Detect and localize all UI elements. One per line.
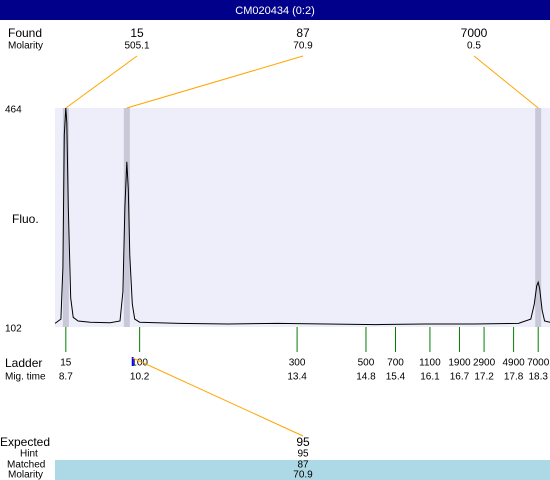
found-size: 87 xyxy=(296,26,310,40)
found-size: 15 xyxy=(130,26,144,40)
expected-label: Expected xyxy=(0,435,50,449)
peak-connector xyxy=(65,55,138,109)
y-tick-label: 464 xyxy=(5,105,22,116)
y-axis-label: Fluo. xyxy=(12,212,39,226)
molarity-label: Molarity xyxy=(8,470,43,480)
ladder-size: 1100 xyxy=(419,358,441,369)
plot-area xyxy=(55,108,550,327)
ladder-time: 18.3 xyxy=(528,372,548,383)
matched-value: 87 xyxy=(297,460,309,471)
ladder-size: 15 xyxy=(60,358,72,369)
expected-value: 95 xyxy=(296,435,310,449)
ladder-time: 10.2 xyxy=(130,372,150,383)
title-bar xyxy=(0,0,550,20)
ladder-size: 1900 xyxy=(448,358,471,369)
ladder-time: 16.1 xyxy=(420,372,440,383)
mig-time-label: Mig. time xyxy=(5,372,46,383)
found-molarity: 70.9 xyxy=(293,41,313,52)
found-label: Found xyxy=(8,26,42,40)
peak-band xyxy=(62,108,69,327)
ladder-time: 13.4 xyxy=(287,372,307,383)
ladder-time: 17.8 xyxy=(504,372,524,383)
hint-label: Hint xyxy=(20,449,38,460)
molarity-label: Molarity xyxy=(8,41,43,52)
ladder-time: 15.4 xyxy=(386,372,406,383)
ladder-size: 100 xyxy=(131,358,148,369)
matched-band xyxy=(55,460,550,480)
peak-connector xyxy=(126,55,304,109)
ladder-time: 16.7 xyxy=(450,372,470,383)
ladder-size: 2900 xyxy=(473,358,496,369)
molarity-value: 70.9 xyxy=(293,470,313,480)
matched-label: Matched xyxy=(7,460,45,471)
found-molarity: 505.1 xyxy=(124,41,149,52)
ladder-time: 14.8 xyxy=(356,372,376,383)
expected-connector xyxy=(132,357,304,437)
peak-band xyxy=(123,108,130,327)
found-size: 7000 xyxy=(461,26,488,40)
ladder-size: 500 xyxy=(358,358,375,369)
ladder-size: 4900 xyxy=(502,358,525,369)
ladder-time: 8.7 xyxy=(59,372,73,383)
ladder-label: Ladder xyxy=(5,356,42,370)
ladder-size: 300 xyxy=(289,358,306,369)
y-tick-label: 102 xyxy=(5,324,22,335)
hint-value: 95 xyxy=(297,449,309,460)
found-molarity: 0.5 xyxy=(467,41,481,52)
ladder-size: 700 xyxy=(387,358,404,369)
peak-band xyxy=(535,108,542,327)
ladder-time: 17.2 xyxy=(474,372,494,383)
ladder-size: 7000 xyxy=(527,358,550,369)
title: CM020434 (0:2) xyxy=(235,5,315,17)
peak-connector xyxy=(473,55,539,109)
trace xyxy=(54,107,550,326)
